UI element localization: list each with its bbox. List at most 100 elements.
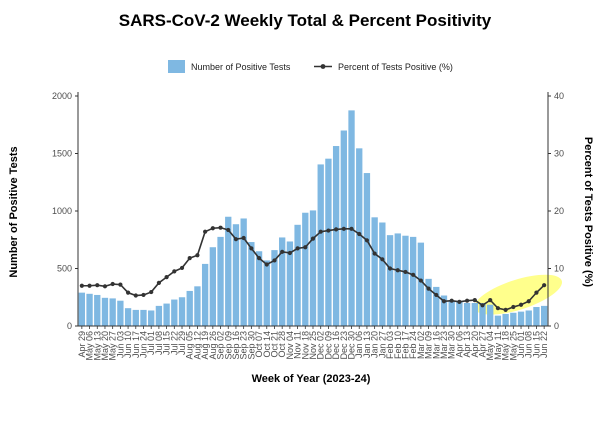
- legend-line-marker: [320, 64, 326, 69]
- y-tick-label-right: 0: [554, 321, 559, 331]
- x-tick-label: Dec 02: [316, 331, 326, 360]
- line-point: [110, 281, 115, 287]
- x-tick-label: Dec 23: [339, 331, 349, 360]
- bar: [271, 250, 278, 326]
- line-point: [141, 292, 146, 298]
- bar: [325, 158, 332, 326]
- bar: [171, 299, 178, 326]
- y-tick-label-left: 1500: [52, 149, 72, 159]
- x-tick-label: Sep 02: [216, 331, 226, 360]
- line-point: [318, 229, 323, 234]
- line-point: [149, 289, 154, 295]
- x-tick-label: May 13: [92, 331, 102, 361]
- line-point: [256, 256, 262, 261]
- bar: [201, 263, 209, 326]
- y-tick-label-left: 0: [67, 321, 72, 331]
- bar: [356, 148, 363, 326]
- x-tick-label: Mar 02: [416, 331, 426, 359]
- line-point: [249, 246, 254, 251]
- line-point: [472, 298, 477, 303]
- line-point: [287, 250, 292, 256]
- x-tick-label: Sep 30: [246, 331, 256, 360]
- y-tick-label-right: 30: [554, 149, 564, 159]
- line-point: [272, 258, 277, 263]
- x-tick-label: Feb 03: [385, 331, 395, 359]
- x-tick-label: May 20: [100, 331, 110, 361]
- line-point: [434, 292, 439, 298]
- bar: [379, 222, 386, 326]
- line-point: [195, 253, 200, 258]
- x-tick-label: Jan 06: [354, 331, 364, 358]
- bar: [433, 286, 440, 326]
- bar: [78, 292, 86, 326]
- line-point: [518, 302, 524, 307]
- bar: [117, 300, 124, 326]
- bar: [109, 298, 116, 326]
- line-point: [480, 303, 485, 308]
- bar: [332, 146, 340, 326]
- legend-bar-label: Number of Positive Tests: [191, 62, 291, 72]
- line-point: [156, 280, 161, 285]
- line-point: [511, 304, 516, 310]
- x-tick-label: Jun 17: [131, 331, 141, 358]
- bar: [309, 210, 317, 326]
- x-tick-label: Jun 15: [531, 331, 541, 358]
- bar: [209, 247, 216, 326]
- x-tick-label: Oct 14: [262, 331, 272, 358]
- y-tick-label-right: 20: [554, 206, 564, 216]
- line-point: [503, 307, 508, 312]
- line-layer: [79, 225, 547, 312]
- line-point: [303, 245, 308, 250]
- x-tick-label: Mar 23: [439, 331, 449, 359]
- y-axis-title-left: Number of Positive Tests: [8, 146, 20, 277]
- x-tick-label: Sep 09: [223, 331, 233, 360]
- line-point: [488, 298, 493, 303]
- x-tick-label: Dec 30: [347, 331, 357, 360]
- x-tick-label: Sep 16: [231, 331, 241, 360]
- bar: [494, 315, 502, 326]
- bar: [232, 224, 240, 326]
- x-tick-label: May 04: [485, 331, 495, 361]
- y-tick-label-right: 10: [554, 264, 564, 274]
- bar: [101, 297, 109, 326]
- bar: [240, 218, 247, 326]
- line-point: [441, 299, 447, 304]
- y-tick-label-right: 40: [554, 91, 564, 101]
- bar: [286, 241, 294, 326]
- x-tick-label: Jan 20: [370, 331, 380, 358]
- bar: [448, 301, 455, 326]
- bar: [525, 310, 532, 326]
- bar: [148, 310, 155, 326]
- x-tick-label: Dec 09: [323, 331, 333, 360]
- line-point: [372, 251, 377, 256]
- bar: [317, 164, 324, 326]
- bar: [194, 286, 201, 326]
- x-tick-label: Mar 09: [424, 331, 434, 359]
- bar: [533, 307, 540, 326]
- x-tick-label: Jun 01: [516, 331, 526, 358]
- line-point: [218, 225, 223, 230]
- x-tick-label: Aug 26: [208, 331, 218, 360]
- bar: [463, 303, 471, 326]
- bar: [124, 308, 132, 326]
- bar: [410, 236, 417, 327]
- bar: [471, 303, 478, 326]
- x-tick-label: Aug 19: [200, 331, 210, 360]
- highlight-layer: [474, 274, 563, 315]
- legend: Number of Positive Tests Percent of Test…: [168, 60, 453, 73]
- line-point: [280, 249, 285, 254]
- x-tick-label: Apr 29: [77, 331, 87, 358]
- line-point: [334, 227, 339, 232]
- bar: [140, 309, 147, 326]
- bar: [425, 278, 432, 326]
- bar: [155, 305, 163, 327]
- x-tick-label: Jan 27: [377, 331, 387, 358]
- line-point: [241, 235, 246, 241]
- line-point: [172, 269, 177, 274]
- x-tick-label: May 18: [501, 331, 511, 361]
- bar: [248, 242, 255, 326]
- x-tick-label: Jun 08: [524, 331, 534, 358]
- x-tick-label: Oct 21: [269, 331, 279, 358]
- bar: [294, 224, 301, 326]
